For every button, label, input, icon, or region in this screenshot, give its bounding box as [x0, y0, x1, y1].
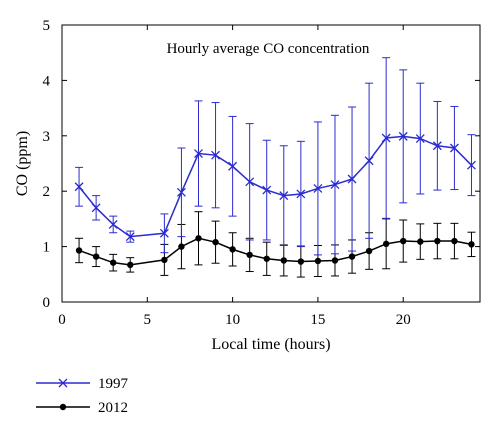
marker-stroke — [415, 134, 425, 144]
data-point — [262, 185, 272, 195]
data-point — [280, 257, 287, 264]
series-1997 — [74, 57, 476, 256]
x-tick-label: 20 — [396, 312, 411, 328]
marker-stroke — [330, 180, 340, 190]
chart-title: Hourly average CO concentration — [167, 41, 370, 57]
data-point — [467, 160, 476, 170]
data-point — [178, 243, 185, 250]
data-point — [364, 156, 374, 166]
data-point — [365, 247, 373, 255]
data-point — [434, 237, 441, 245]
marker-stroke — [74, 182, 84, 192]
series-line — [78, 135, 473, 238]
plot-area: 0 5 10 15 20 0 1 2 3 4 5 — [43, 18, 481, 328]
data-point — [296, 189, 306, 199]
data-point — [468, 241, 475, 248]
data-point — [314, 257, 322, 265]
marker-stroke — [432, 141, 442, 151]
data-point — [451, 237, 458, 245]
legend-marker — [58, 378, 68, 388]
legend-marker — [59, 403, 67, 411]
data-point — [161, 256, 168, 264]
data-point — [313, 183, 323, 193]
data-point — [449, 143, 459, 153]
x-axis-label: Local time (hours) — [211, 336, 330, 353]
data-point — [109, 259, 117, 266]
data-point — [246, 251, 253, 259]
marker-stroke — [449, 143, 459, 153]
legend-item: 2012 — [36, 400, 128, 416]
data-point — [108, 219, 118, 229]
marker-stroke — [262, 185, 272, 195]
data-point — [92, 253, 100, 260]
data-point — [75, 247, 83, 254]
data-point — [263, 255, 270, 262]
marker-stroke — [296, 189, 306, 199]
marker-stroke — [313, 183, 323, 193]
data-point — [91, 203, 101, 213]
marker-stroke — [211, 150, 221, 160]
data-point — [212, 238, 219, 246]
y-tick-label: 1 — [43, 240, 51, 256]
y-tick-label: 5 — [43, 18, 51, 34]
data-point — [279, 191, 289, 201]
marker-stroke — [108, 219, 118, 229]
marker-stroke — [467, 160, 476, 170]
legend: 1997 2012 — [36, 376, 129, 416]
legend-label: 1997 — [98, 376, 129, 392]
x-tick-label: 15 — [310, 312, 325, 328]
marker-stroke — [245, 177, 255, 187]
data-point — [400, 237, 407, 245]
marker-stroke — [381, 133, 391, 143]
marker-stroke — [228, 161, 238, 171]
data-point — [347, 174, 357, 184]
marker-stroke — [159, 228, 169, 238]
marker-stroke — [398, 131, 408, 141]
data-point — [228, 161, 238, 171]
data-point — [348, 253, 356, 260]
x-tick-label: 10 — [225, 312, 240, 328]
data-point — [245, 177, 255, 187]
marker-stroke — [125, 232, 135, 242]
data-point — [297, 258, 305, 265]
y-tick-label: 3 — [43, 129, 51, 145]
y-tick-label: 2 — [43, 184, 51, 200]
series-line — [78, 237, 472, 266]
x-tick-label: 0 — [58, 312, 66, 328]
data-point — [194, 149, 203, 158]
data-point — [176, 187, 186, 197]
marker-stroke — [364, 156, 374, 166]
marker-stroke — [176, 187, 186, 197]
data-point — [382, 240, 390, 248]
data-point — [127, 261, 134, 269]
data-point — [229, 246, 236, 253]
y-tick-label: 4 — [43, 73, 51, 89]
y-axis-label: CO (ppm) — [14, 131, 31, 196]
data-point — [330, 180, 340, 190]
y-tick-label: 0 — [43, 295, 51, 311]
marker-stroke — [194, 149, 203, 158]
data-point — [331, 257, 339, 264]
data-point — [398, 131, 408, 141]
data-point — [159, 228, 169, 238]
x-tick-label: 5 — [144, 312, 152, 328]
marker-stroke — [91, 203, 101, 213]
data-point — [195, 235, 202, 242]
legend-label: 2012 — [98, 400, 128, 416]
data-point — [432, 141, 442, 151]
data-point — [74, 182, 84, 192]
marker-stroke — [279, 191, 289, 201]
data-point — [125, 232, 135, 242]
series-2012 — [75, 211, 476, 278]
data-point — [381, 133, 391, 143]
data-point — [211, 150, 221, 160]
data-point — [417, 238, 424, 245]
marker-stroke — [347, 174, 357, 184]
data-point — [415, 134, 425, 144]
plot-frame — [61, 24, 481, 303]
legend-item: 1997 — [36, 376, 129, 392]
